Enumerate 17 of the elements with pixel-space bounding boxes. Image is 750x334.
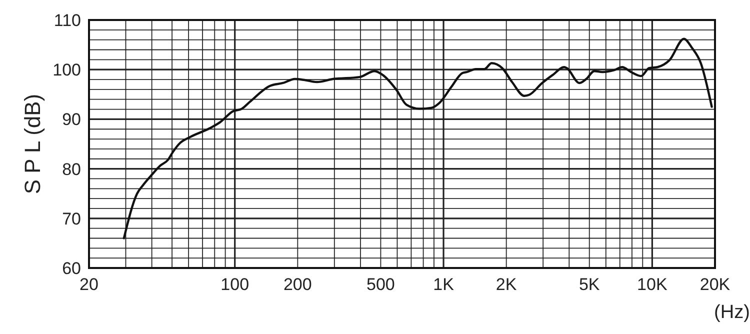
x-tick-label: 2K <box>496 275 518 294</box>
y-tick-label: 100 <box>52 60 81 80</box>
x-tick-label: 20 <box>80 275 98 294</box>
y-tick-label: 110 <box>54 10 81 30</box>
x-tick-label: 10K <box>637 275 668 294</box>
x-tick-label: 500 <box>366 275 395 294</box>
y-tick-label: 60 <box>62 258 81 278</box>
x-tick-label: 100 <box>220 275 250 294</box>
x-tick-label: 200 <box>283 275 312 294</box>
x-axis-title: (Hz) <box>714 302 750 323</box>
y-tick-label: 90 <box>62 110 81 130</box>
x-tick-label: 1K <box>433 275 455 294</box>
y-tick-label: 70 <box>62 209 81 228</box>
x-tick-label: 20K <box>700 275 731 294</box>
y-axis-title: S P L (dB) <box>20 94 45 194</box>
y-tick-label: 80 <box>62 160 81 179</box>
x-tick-label: 5K <box>578 275 600 294</box>
